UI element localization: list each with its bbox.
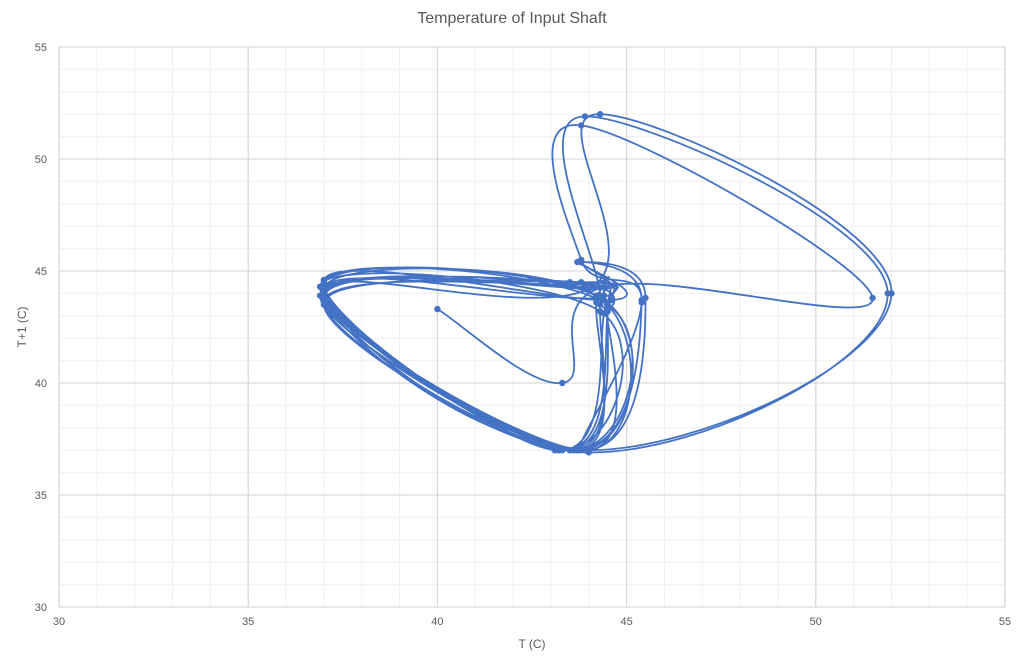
x-tick-label: 55 [999, 616, 1011, 628]
data-point [608, 296, 615, 304]
data-point [593, 292, 600, 299]
major-gridlines [58, 46, 1006, 608]
x-tick-label: 50 [810, 616, 822, 628]
data-point [869, 294, 876, 302]
x-axis-label: T (C) [518, 637, 545, 651]
data-point [578, 122, 585, 129]
data-point [600, 310, 608, 317]
data-point [600, 283, 608, 290]
y-tick-label: 30 [35, 602, 47, 614]
y-tick-label: 50 [35, 154, 47, 166]
data-point [884, 290, 891, 297]
data-point [600, 296, 608, 304]
data-point [638, 296, 645, 304]
chart-title: Temperature of Input Shaft [417, 10, 607, 27]
data-point [581, 447, 589, 454]
y-tick-label: 45 [35, 266, 47, 278]
x-tick-label: 30 [53, 616, 65, 628]
data-point [551, 447, 558, 454]
data-point [559, 379, 566, 387]
y-tick-labels: 30 35 40 45 50 55 [35, 42, 47, 614]
x-tick-labels: 30 35 40 45 50 55 [53, 616, 1011, 628]
data-point [596, 111, 604, 118]
data-point [574, 447, 581, 454]
series-markers [316, 111, 895, 456]
data-point [574, 258, 581, 266]
y-axis-label: T+1 (C) [15, 306, 29, 347]
data-point [581, 281, 589, 288]
data-point [566, 279, 573, 286]
minor-gridlines [59, 47, 1005, 607]
data-point [320, 292, 328, 299]
data-point [434, 305, 441, 313]
data-point [320, 285, 328, 293]
x-tick-label: 40 [431, 616, 443, 628]
y-tick-label: 35 [35, 490, 47, 502]
data-point [604, 301, 611, 308]
y-tick-label: 40 [35, 378, 47, 390]
data-point [320, 276, 328, 284]
x-tick-label: 35 [242, 616, 254, 628]
x-tick-label: 45 [620, 616, 632, 628]
data-point [566, 447, 573, 454]
y-tick-label: 55 [35, 42, 47, 54]
data-point [581, 113, 589, 120]
data-point [320, 301, 328, 308]
data-point [593, 299, 600, 306]
